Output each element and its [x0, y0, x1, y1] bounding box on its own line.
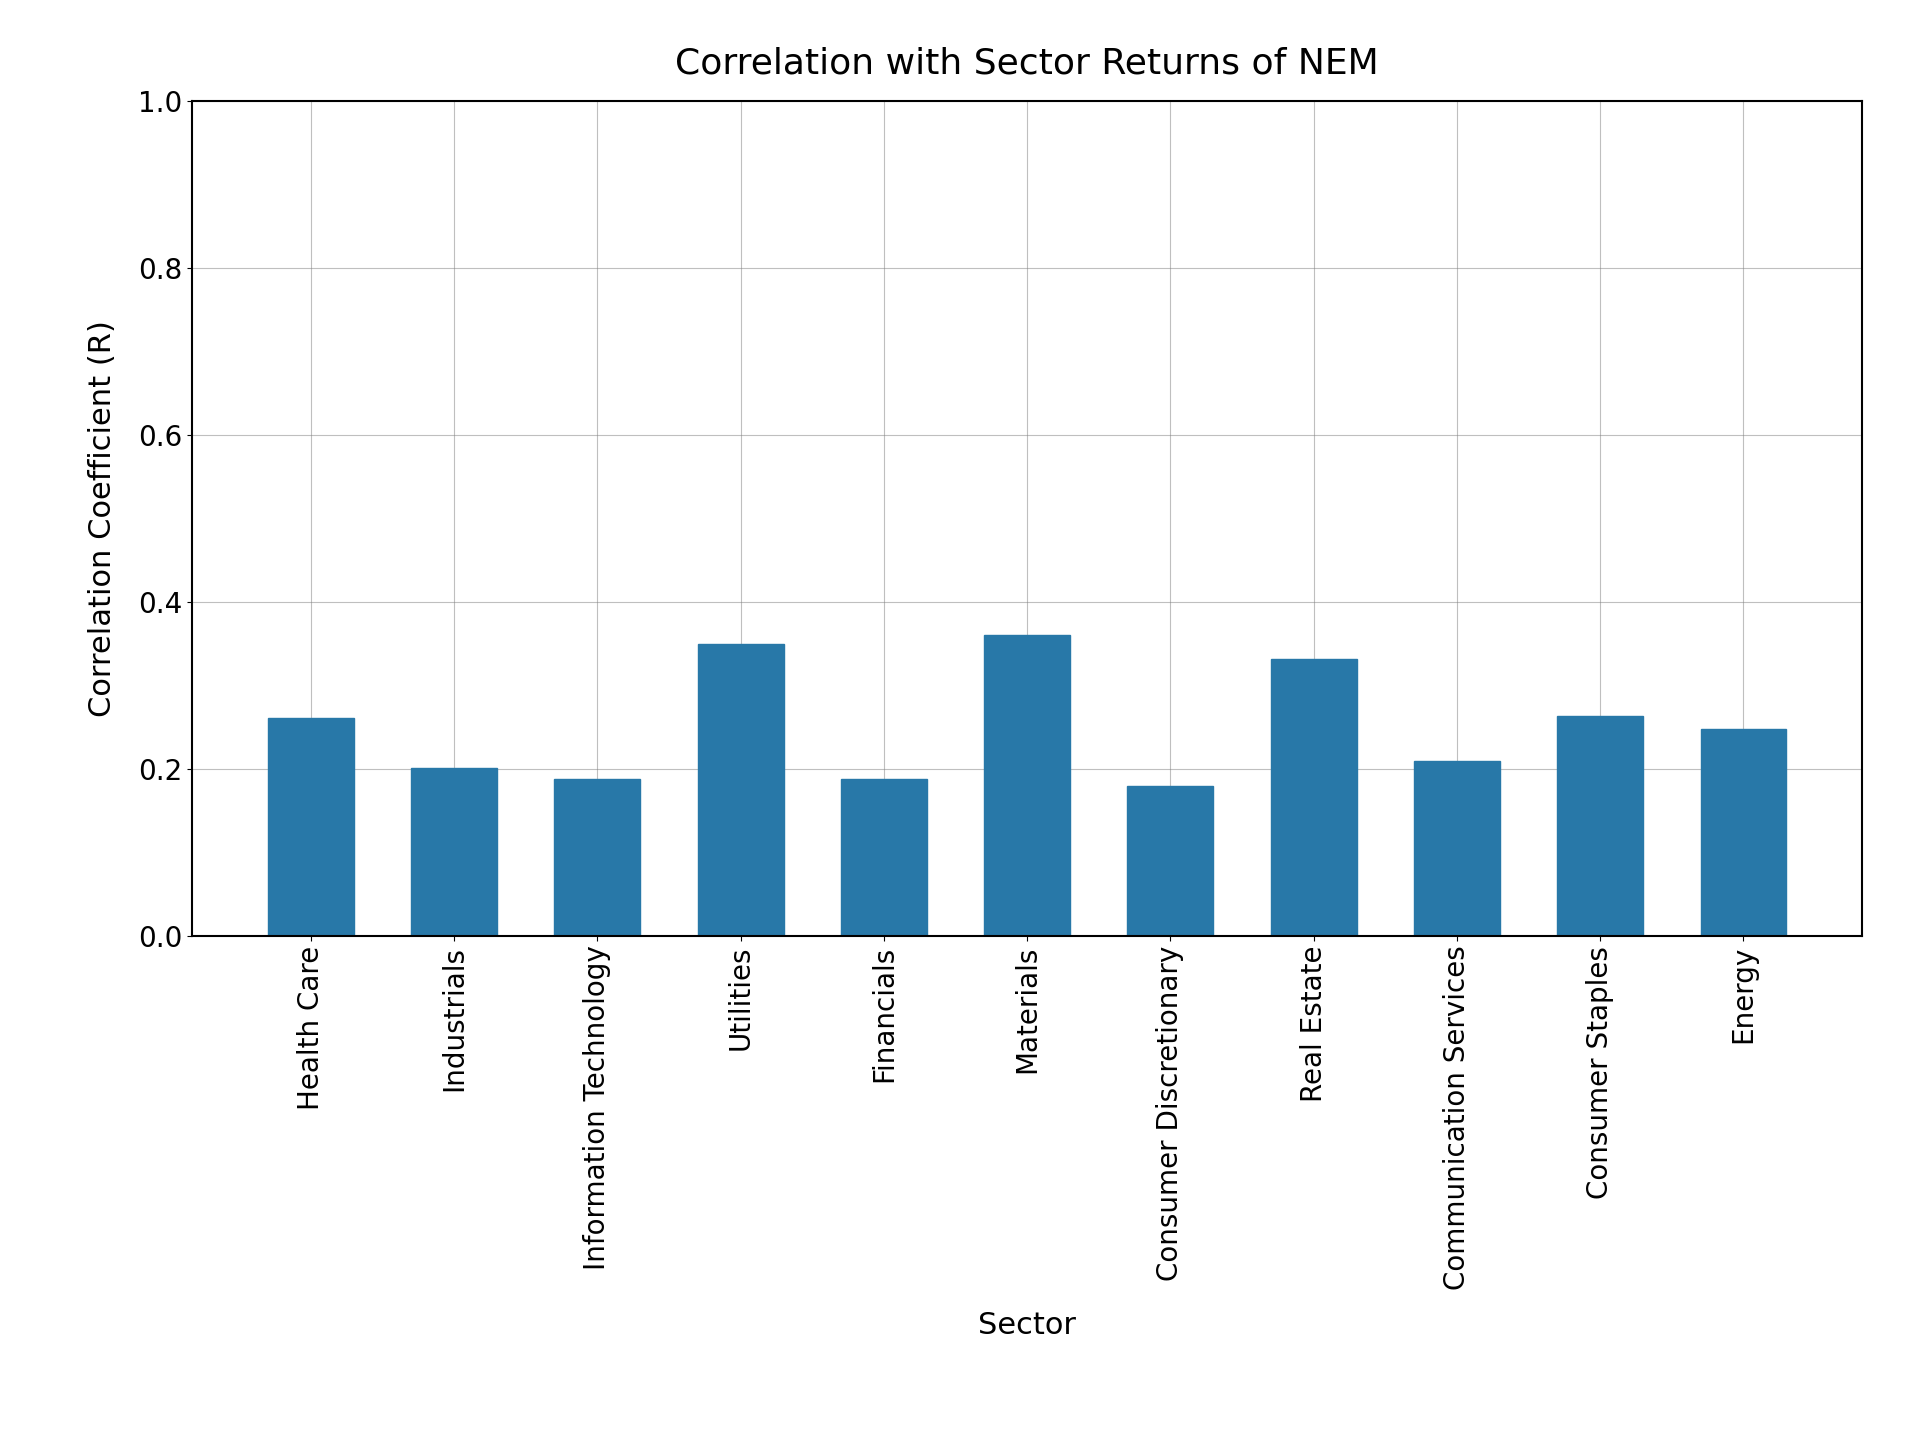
- Bar: [1701, 729, 1786, 936]
- Bar: [1127, 786, 1213, 936]
- Y-axis label: Correlation Coefficient (R): Correlation Coefficient (R): [88, 320, 117, 717]
- Bar: [411, 768, 497, 936]
- Title: Correlation with Sector Returns of NEM: Correlation with Sector Returns of NEM: [676, 46, 1379, 81]
- Bar: [841, 779, 927, 936]
- Bar: [1557, 716, 1644, 936]
- Bar: [985, 635, 1069, 936]
- Bar: [555, 779, 641, 936]
- Bar: [1413, 760, 1500, 936]
- Bar: [697, 644, 783, 936]
- Bar: [1271, 658, 1357, 936]
- X-axis label: Sector: Sector: [977, 1312, 1077, 1341]
- Bar: [269, 719, 353, 936]
